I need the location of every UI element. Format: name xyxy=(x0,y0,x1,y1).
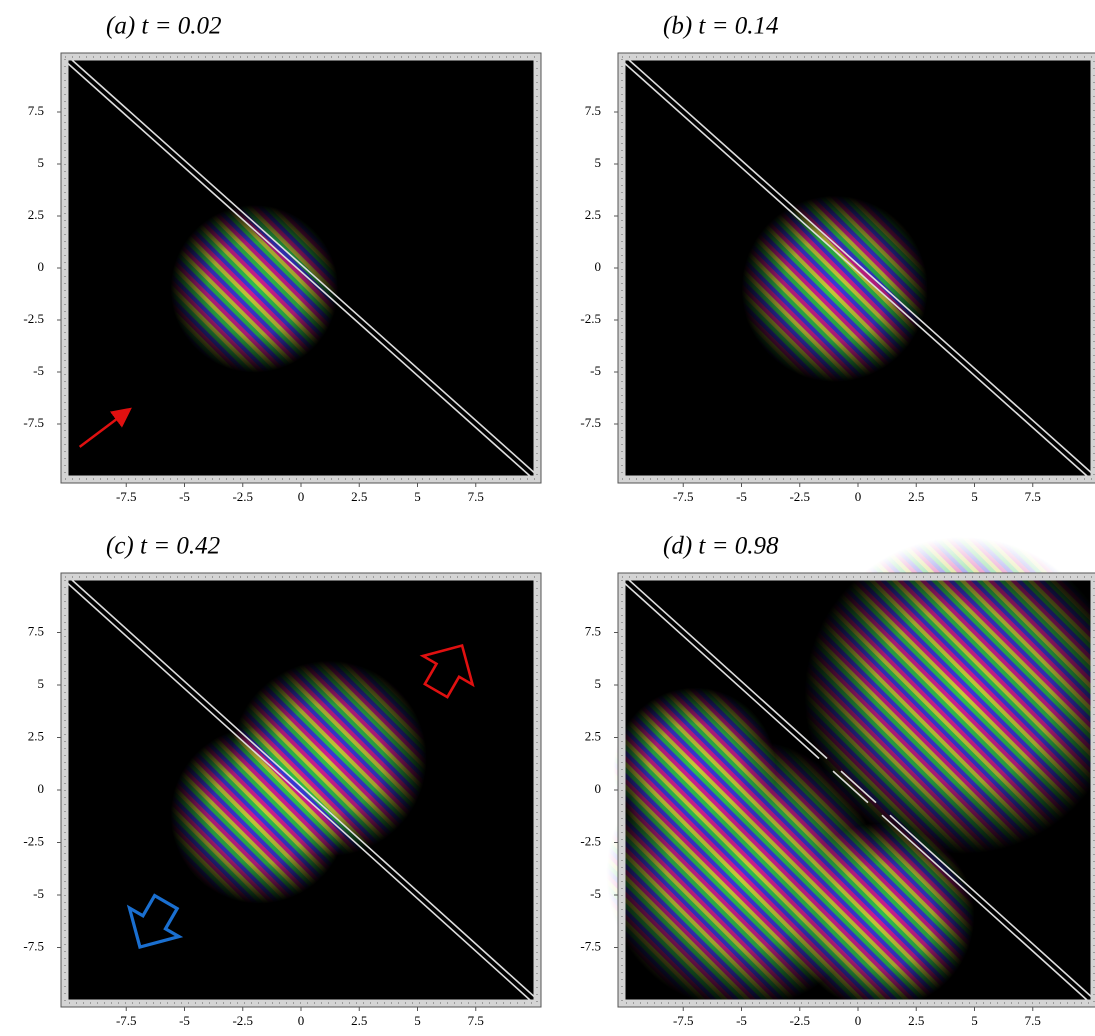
barrier xyxy=(832,770,869,804)
y-tick-label: -5 xyxy=(590,363,601,378)
barrier xyxy=(63,59,531,477)
y-tick-label: 0 xyxy=(38,259,45,274)
y-tick-label: -5 xyxy=(590,886,601,901)
barrier xyxy=(628,59,1095,477)
x-tick-label: 2.5 xyxy=(351,1013,367,1028)
frame xyxy=(618,53,1095,483)
x-tick-label: 0 xyxy=(855,1013,862,1028)
wave-field xyxy=(231,660,427,857)
y-tick-label: 5 xyxy=(38,155,45,170)
transmitted-arrow xyxy=(419,643,475,699)
barrier xyxy=(620,59,1088,477)
x-tick-label: -5 xyxy=(736,489,747,504)
barrier xyxy=(628,579,828,760)
barrier xyxy=(620,579,820,760)
barrier xyxy=(889,814,1095,1001)
x-tick-label: 0 xyxy=(855,489,862,504)
y-tick-label: -7.5 xyxy=(23,415,44,430)
wave-stripes xyxy=(231,660,427,857)
x-tick-label: -5 xyxy=(179,489,190,504)
x-tick-label: -2.5 xyxy=(789,1013,810,1028)
barrier xyxy=(840,770,877,804)
x-tick-label: -2.5 xyxy=(232,1013,253,1028)
x-tick-label: 7.5 xyxy=(468,1013,484,1028)
panel-title: (c) t = 0.42 xyxy=(106,533,220,560)
panel-title: (a) t = 0.02 xyxy=(106,13,221,40)
wave-stripes xyxy=(788,822,975,1010)
wave-field xyxy=(613,687,777,851)
x-tick-label: -7.5 xyxy=(116,489,137,504)
x-tick-label: 5 xyxy=(971,1013,978,1028)
y-tick-label: -2.5 xyxy=(23,833,44,848)
frame-ticks xyxy=(621,576,1095,1004)
y-tick-label: 5 xyxy=(38,676,45,691)
x-tick-label: 7.5 xyxy=(1025,489,1041,504)
x-tick-label: 5 xyxy=(414,1013,421,1028)
panel: (b) t = 0.14 -7.5 -5 -2.5 0 2.5 5 7.5 7.5 5 2.5 0 -2… xyxy=(580,13,1095,504)
y-tick-label: 7.5 xyxy=(28,103,44,118)
wave-stripes xyxy=(804,537,1095,854)
x-tick-label: 5 xyxy=(971,489,978,504)
y-tick-label: 7.5 xyxy=(585,103,601,118)
y-tick-label: -2.5 xyxy=(23,311,44,326)
x-tick-label: 5 xyxy=(414,489,421,504)
frame-ticks xyxy=(64,576,538,1004)
panel: (a) t = 0.02 -7.5 -5 -2.5 0 2.5 5 7.5 7.5 5 2.5 0 -2… xyxy=(23,13,542,504)
y-tick-label: 2.5 xyxy=(585,728,601,743)
y-tick-label: 0 xyxy=(38,781,45,796)
x-tick-label: 0 xyxy=(298,489,305,504)
barrier xyxy=(881,814,1088,1001)
x-tick-label: 7.5 xyxy=(468,489,484,504)
y-tick-label: 5 xyxy=(595,155,602,170)
y-tick-label: -5 xyxy=(33,886,44,901)
x-tick-label: 2.5 xyxy=(908,489,924,504)
wave-field xyxy=(170,204,339,373)
y-tick-label: -2.5 xyxy=(580,311,601,326)
x-tick-label: -5 xyxy=(179,1013,190,1028)
y-tick-label: 7.5 xyxy=(585,623,601,638)
panel-title: (d) t = 0.98 xyxy=(663,533,779,560)
wave-field xyxy=(804,537,1095,854)
wave-stripes xyxy=(613,687,777,851)
reflected-arrow xyxy=(126,893,184,950)
x-tick-label: -7.5 xyxy=(673,489,694,504)
x-tick-label: -7.5 xyxy=(673,1013,694,1028)
y-tick-label: -5 xyxy=(33,363,44,378)
x-tick-label: 7.5 xyxy=(1025,1013,1041,1028)
wave-field xyxy=(788,822,975,1010)
barrier xyxy=(71,579,539,1001)
y-tick-label: -7.5 xyxy=(23,938,44,953)
wave-stripes xyxy=(170,204,339,373)
y-tick-label: -7.5 xyxy=(580,415,601,430)
panel: (d) t = 0.98 -7.5 -5 -2.5 0 2.5 5 7.5 7.5 5 2.5 0 -2… xyxy=(580,533,1095,1028)
y-tick-label: -2.5 xyxy=(580,833,601,848)
wave-stripes xyxy=(741,195,928,382)
frame xyxy=(61,53,541,483)
x-tick-label: -2.5 xyxy=(232,489,253,504)
x-tick-label: 2.5 xyxy=(908,1013,924,1028)
x-tick-label: 0 xyxy=(298,1013,305,1028)
wave-field xyxy=(741,195,928,382)
y-tick-label: 2.5 xyxy=(585,207,601,222)
barrier xyxy=(63,579,531,1001)
incidence-arrow xyxy=(78,407,132,448)
barrier xyxy=(71,59,539,477)
panel-title: (b) t = 0.14 xyxy=(663,13,778,40)
x-tick-label: 2.5 xyxy=(351,489,367,504)
y-tick-label: 5 xyxy=(595,676,602,691)
y-tick-label: 0 xyxy=(595,781,602,796)
y-tick-label: -7.5 xyxy=(580,938,601,953)
y-tick-label: 7.5 xyxy=(28,623,44,638)
y-tick-label: 0 xyxy=(595,259,602,274)
y-tick-label: 2.5 xyxy=(28,207,44,222)
x-tick-label: -2.5 xyxy=(789,489,810,504)
x-tick-label: -7.5 xyxy=(116,1013,137,1028)
x-tick-label: -5 xyxy=(736,1013,747,1028)
panel: (c) t = 0.42 -7.5 -5 -2.5 0 2.5 5 7.5 7.5 5 2.5 0 -2… xyxy=(23,533,542,1028)
y-tick-label: 2.5 xyxy=(28,728,44,743)
